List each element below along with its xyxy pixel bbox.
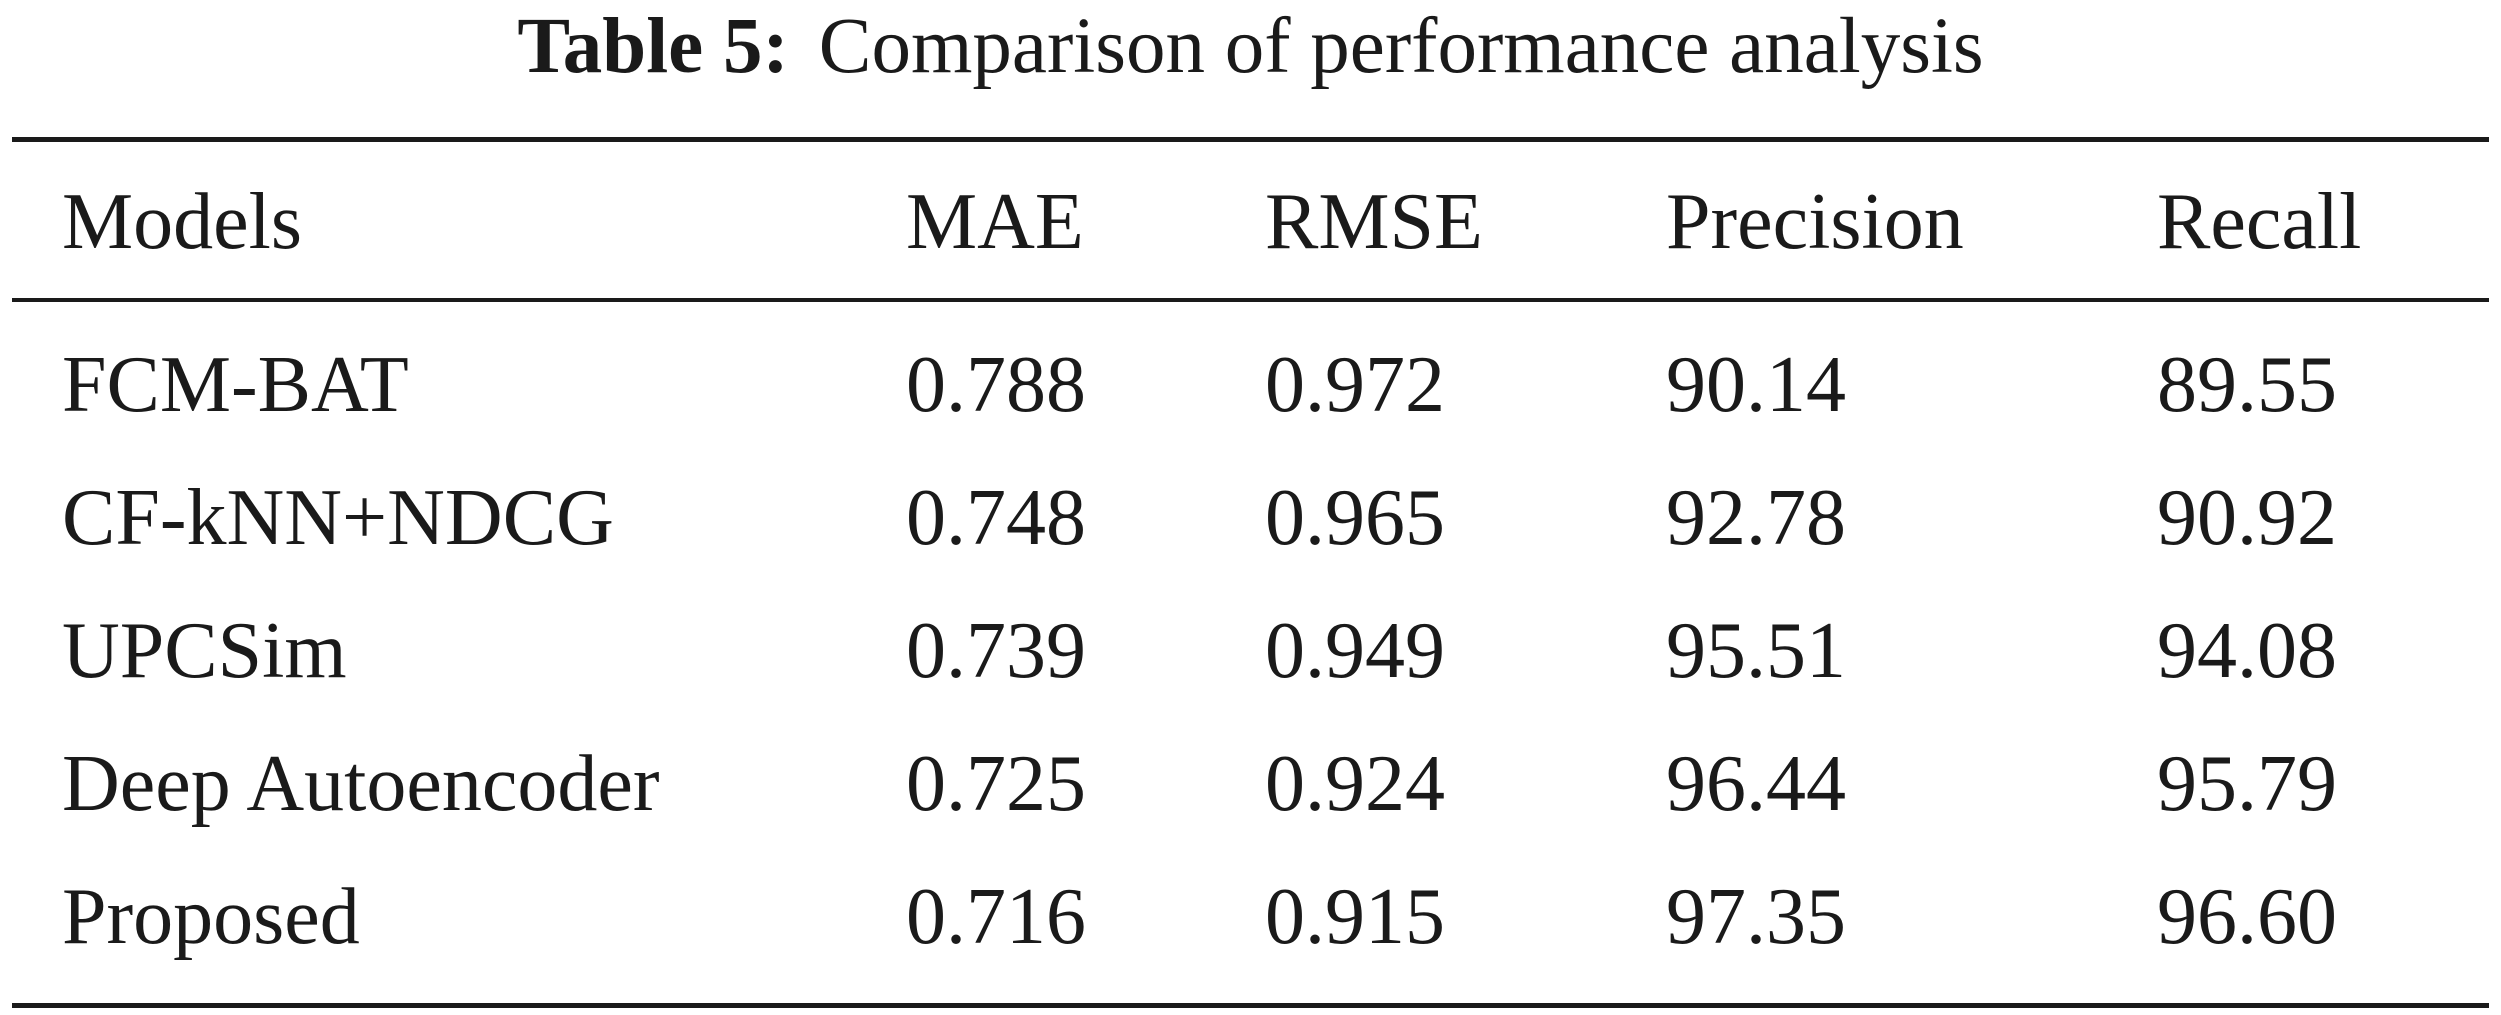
recall-cell: 89.55 [2157, 341, 2337, 429]
recall-cell: 95.79 [2157, 740, 2337, 828]
column-header-rmse: RMSE [1265, 178, 1483, 266]
precision-cell: 95.51 [1666, 607, 1846, 695]
precision-cell: 92.78 [1666, 474, 1846, 562]
mae-cell: 0.725 [906, 740, 1086, 828]
column-header-recall: Recall [2157, 178, 2362, 266]
mae-cell: 0.739 [906, 607, 1086, 695]
rmse-cell: 0.915 [1265, 873, 1445, 961]
header-rule [12, 298, 2489, 302]
recall-cell: 96.60 [2157, 873, 2337, 961]
model-name-cell: Proposed [62, 873, 360, 961]
mae-cell: 0.716 [906, 873, 1086, 961]
table-caption: Table 5: Comparison of performance analys… [0, 2, 2501, 92]
bottom-rule [12, 1003, 2489, 1008]
column-header-models: Models [62, 178, 302, 266]
top-rule [12, 137, 2489, 142]
column-header-precision: Precision [1666, 178, 1964, 266]
caption-text: Comparison of performance analysis [818, 3, 1984, 90]
column-header-mae: MAE [906, 178, 1084, 266]
rmse-cell: 0.949 [1265, 607, 1445, 695]
recall-cell: 90.92 [2157, 474, 2337, 562]
precision-cell: 96.44 [1666, 740, 1846, 828]
model-name-cell: CF-kNN+NDCG [62, 474, 614, 562]
rmse-cell: 0.965 [1265, 474, 1445, 562]
precision-cell: 90.14 [1666, 341, 1846, 429]
mae-cell: 0.788 [906, 341, 1086, 429]
recall-cell: 94.08 [2157, 607, 2337, 695]
model-name-cell: UPCSim [62, 607, 347, 695]
model-name-cell: Deep Autoencoder [62, 740, 660, 828]
rmse-cell: 0.972 [1265, 341, 1445, 429]
precision-cell: 97.35 [1666, 873, 1846, 961]
caption-label: Table 5: [517, 3, 789, 90]
mae-cell: 0.748 [906, 474, 1086, 562]
rmse-cell: 0.924 [1265, 740, 1445, 828]
model-name-cell: FCM-BAT [62, 341, 409, 429]
